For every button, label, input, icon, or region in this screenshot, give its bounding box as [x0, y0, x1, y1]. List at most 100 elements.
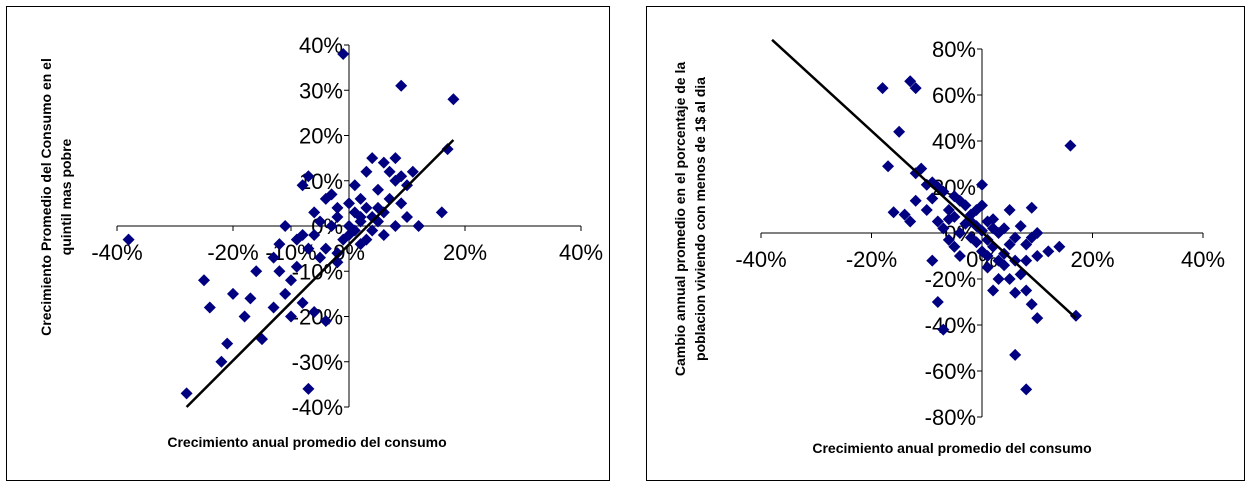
data-point	[1042, 245, 1055, 258]
trend-line	[771, 38, 1077, 320]
data-point	[942, 233, 955, 246]
data-point	[981, 233, 994, 246]
data-point	[354, 192, 367, 205]
data-point	[377, 156, 390, 169]
data-point	[981, 215, 994, 228]
data-point	[882, 160, 895, 173]
data-point	[1014, 220, 1027, 233]
data-point	[122, 233, 135, 246]
data-point	[198, 274, 210, 287]
data-point	[998, 222, 1011, 235]
data-point	[319, 242, 332, 255]
x-tick-label: -40%	[735, 247, 786, 272]
data-point	[314, 251, 326, 264]
data-point	[348, 224, 361, 237]
data-point	[1014, 268, 1027, 281]
data-point	[180, 387, 193, 400]
data-point	[1031, 227, 1044, 239]
data-point	[215, 355, 228, 368]
data-point	[308, 206, 321, 219]
data-point	[1009, 231, 1022, 244]
data-point	[360, 233, 373, 246]
data-point	[366, 152, 379, 165]
data-point	[1020, 254, 1033, 267]
data-point	[331, 210, 344, 223]
data-point	[360, 201, 373, 214]
data-point	[942, 204, 955, 216]
data-point	[981, 250, 994, 262]
data-point	[273, 238, 286, 251]
y-tick-label: -20%	[292, 305, 343, 330]
data-point	[1009, 254, 1022, 267]
data-point	[267, 251, 280, 264]
y-axis-label: quintil mas pobre	[58, 138, 74, 255]
data-point	[302, 382, 315, 395]
y-tick-label: -40%	[925, 313, 976, 338]
data-point	[383, 165, 396, 178]
x-tick-label: -20%	[207, 240, 258, 265]
data-point	[354, 210, 367, 223]
data-point	[238, 310, 251, 323]
x-tick-label: 20%	[1070, 247, 1114, 272]
data-point	[348, 179, 361, 192]
data-point	[1003, 238, 1016, 251]
scatter-chart-left: -40%-30%-20%-10%0%10%20%30%40%-40%-20%-1…	[38, 33, 603, 450]
data-point	[1069, 309, 1082, 322]
x-axis-label: Crecimiento anual promedio del consumo	[167, 434, 446, 450]
data-point	[244, 292, 257, 305]
data-point	[992, 273, 1005, 285]
data-point	[395, 79, 408, 92]
data-point	[250, 265, 263, 278]
data-point	[1020, 383, 1033, 396]
y-tick-label: -40%	[292, 395, 343, 420]
data-point	[447, 93, 460, 106]
y-tick-label: 80%	[932, 37, 976, 62]
data-point	[290, 260, 303, 273]
x-tick-label: 40%	[1181, 247, 1225, 272]
data-point	[389, 152, 402, 165]
data-point	[285, 274, 297, 287]
x-tick-label: -40%	[91, 240, 142, 265]
y-axis-label: Cambio annual promedio en el porcentaje …	[672, 62, 688, 377]
data-point	[296, 179, 309, 192]
trend-line	[185, 139, 455, 408]
data-point	[893, 125, 906, 138]
data-point	[401, 210, 413, 223]
data-point	[319, 192, 332, 205]
data-point	[1053, 240, 1066, 253]
data-point	[987, 222, 1000, 235]
data-point	[1020, 284, 1033, 297]
data-point	[1020, 238, 1033, 251]
data-point	[970, 236, 983, 249]
y-tick-label: 40%	[932, 129, 976, 154]
data-point	[1031, 312, 1044, 325]
y-tick-label: -80%	[925, 405, 976, 430]
data-point	[366, 224, 379, 237]
data-point	[296, 296, 309, 309]
chart-panel-right: -80%-60%-40%-20%0%20%40%60%80%-40%-20%0%…	[646, 6, 1245, 481]
y-axis-label: Crecimiento Promedio del Consumo en el	[38, 58, 54, 336]
data-point	[406, 165, 419, 178]
data-point	[325, 220, 338, 232]
data-point	[920, 204, 933, 216]
data-point	[1031, 250, 1044, 262]
data-point	[981, 261, 994, 274]
data-point	[395, 170, 408, 183]
data-point	[227, 287, 239, 300]
y-axis-label: poblacion viviendo con menos de 1$ al di…	[692, 77, 708, 361]
data-point	[331, 247, 344, 260]
data-point	[904, 75, 917, 88]
data-point	[302, 170, 315, 183]
x-tick-label: 40%	[559, 240, 603, 265]
data-point	[998, 259, 1011, 272]
data-point	[435, 206, 448, 219]
data-point	[948, 190, 961, 203]
data-point	[302, 242, 315, 255]
data-point	[377, 229, 390, 242]
data-point	[372, 183, 384, 196]
y-tick-label: 40%	[299, 33, 343, 58]
data-point	[1009, 348, 1022, 361]
data-point	[937, 222, 950, 235]
data-point	[314, 215, 326, 228]
data-point	[360, 165, 373, 178]
